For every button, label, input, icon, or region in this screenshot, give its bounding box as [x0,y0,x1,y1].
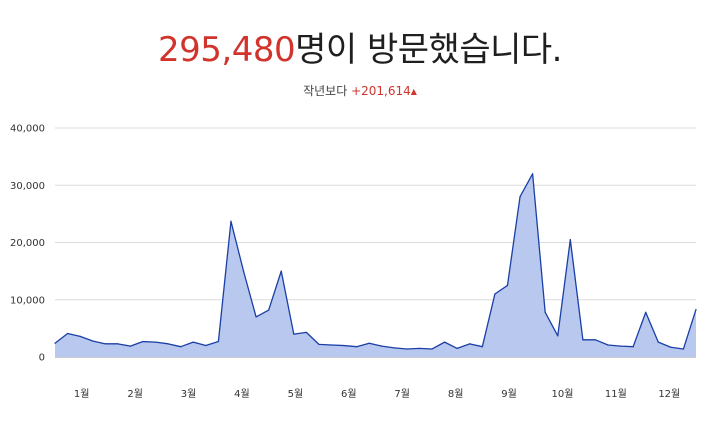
y-tick-label: 10,000 [10,295,45,306]
data-point [217,340,219,343]
y-tick-label: 30,000 [10,181,45,192]
x-tick-label: 8월 [448,388,464,400]
data-point [569,239,571,241]
data-point [154,341,157,343]
x-tick-label: 2월 [127,388,143,400]
data-point [494,293,496,295]
x-tick-label: 10월 [551,388,573,400]
compare-label: 작년보다 [303,84,348,98]
data-point [582,339,584,341]
data-point [104,343,106,345]
data-point [519,196,521,198]
data-point [280,270,282,272]
data-point [594,339,597,341]
x-tick-label: 9월 [501,388,517,400]
data-point [682,348,685,350]
year-comparison: 작년보다 +201,614▲ [0,82,720,99]
compare-delta: +201,614 [351,84,411,98]
x-tick-label: 6월 [341,388,357,400]
data-point [544,311,546,313]
data-point [619,345,622,347]
visitor-suffix: 명이 방문했습니다. [295,30,562,70]
data-point [645,311,647,313]
data-point [481,346,483,348]
y-tick-label: 20,000 [10,238,45,249]
y-axis: 0 10,000 20,000 30,000 40,000 [10,124,45,364]
data-point [54,342,56,344]
data-point [368,342,370,344]
data-point [305,331,307,333]
x-tick-label: 11월 [605,388,627,400]
x-tick-label: 7월 [394,388,410,400]
data-point [255,316,257,318]
data-point [129,345,132,347]
data-point [657,341,659,343]
data-point [695,308,697,311]
data-point [230,220,232,222]
data-point [192,341,194,343]
y-tick-label: 0 [39,353,45,364]
data-point [431,348,433,350]
gridlines [55,127,696,358]
data-point [607,344,609,346]
data-point [418,347,421,350]
data-point [356,346,358,348]
data-point [670,346,672,348]
x-tick-label: 4월 [234,388,250,400]
data-point [318,343,320,345]
data-point [117,343,119,345]
data-point [242,270,245,272]
data-point [268,309,270,311]
up-arrow-icon: ▲ [410,87,417,96]
data-point [557,335,559,337]
x-tick-label: 5월 [288,388,304,400]
data-point [469,343,471,345]
series-line [54,173,697,350]
data-point [393,347,395,349]
data-point [167,343,169,345]
data-point [406,348,408,350]
x-tick-label: 1월 [74,388,90,400]
data-point [205,344,207,347]
data-point [92,340,94,342]
y-tick-label: 40,000 [10,124,45,135]
visitor-count: 295,480 [158,30,296,70]
data-point [142,340,144,343]
visitor-headline: 295,480명이 방문했습니다. [0,22,720,71]
series-area [54,173,697,357]
data-point [330,344,333,346]
data-point [180,346,182,348]
data-point [632,346,634,348]
data-point [506,284,509,287]
data-point [456,347,458,350]
data-point [66,332,69,335]
data-point [343,344,345,347]
series-area-fill [55,173,696,357]
data-point [532,173,534,175]
x-tick-label: 3월 [181,388,197,400]
data-point [293,333,295,335]
x-tick-label: 12월 [658,388,680,400]
x-axis: 1월 2월 3월 4월 5월 6월 7월 8월 9월 10월 11월 12월 [74,388,680,400]
data-point [444,341,446,343]
data-point [79,335,81,337]
data-point [381,345,383,347]
